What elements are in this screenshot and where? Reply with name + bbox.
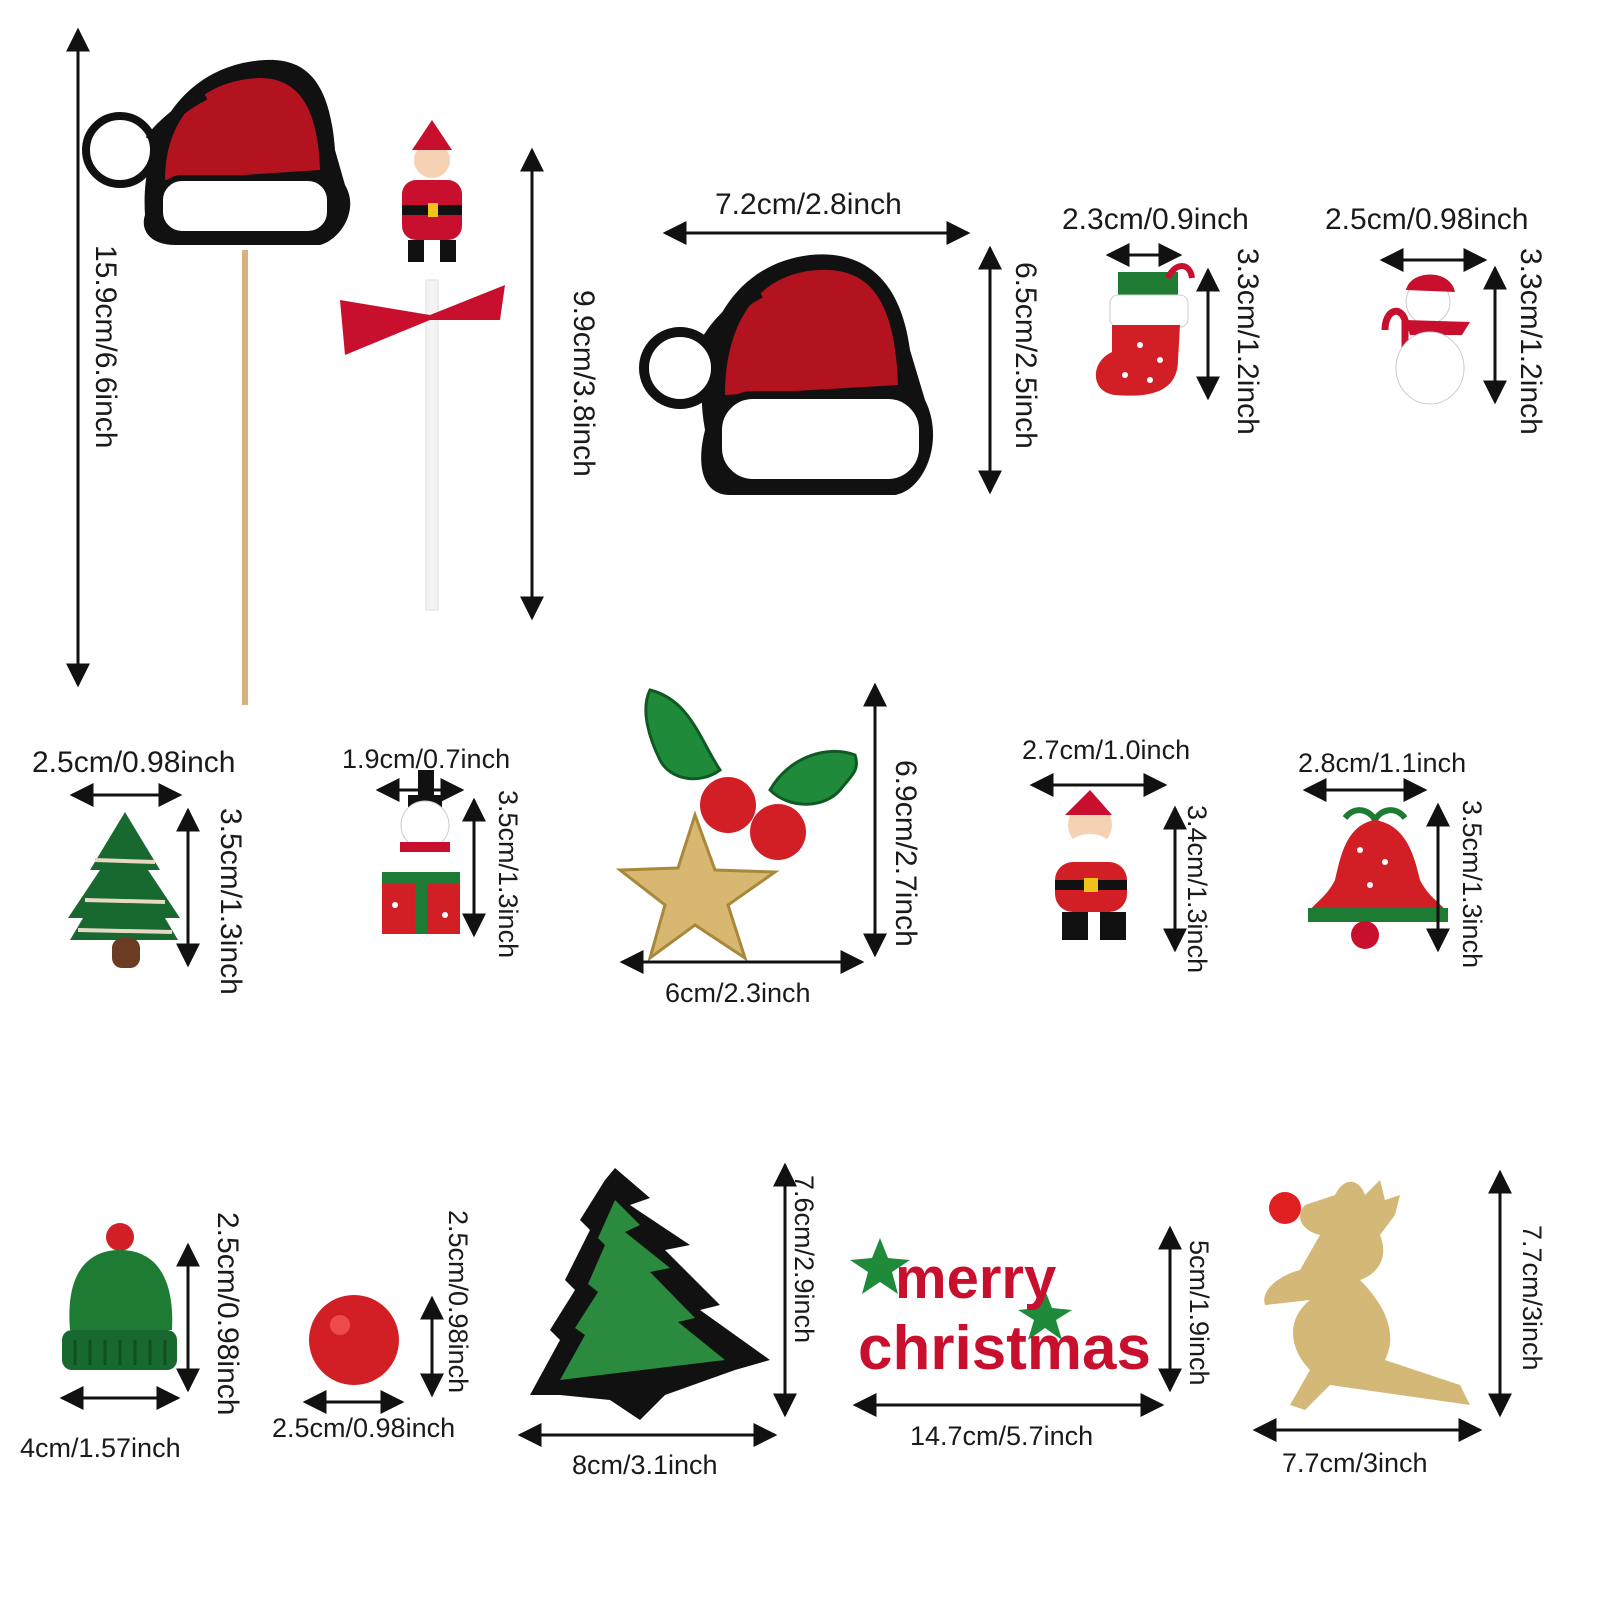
holly-star-width-label: 6cm/2.3inch: [665, 978, 811, 1008]
pompom-height-label: 2.5cm/0.98inch: [443, 1210, 473, 1394]
christmas-word: christmas: [858, 1314, 1151, 1383]
bell-charm: [1308, 807, 1448, 949]
merry-christmas-topper: [850, 1238, 1072, 1340]
merry-word: merry: [895, 1246, 1057, 1311]
tree-charm-height-label: 3.5cm/1.3inch: [214, 808, 247, 995]
santa-hat-pick: [82, 59, 351, 705]
tree-charm-width-label: 2.5cm/0.98inch: [32, 746, 236, 779]
dimension-arrows: [59, 27, 1512, 1447]
knit-hat-height-label: 2.5cm/0.98inch: [211, 1212, 244, 1416]
santa-charm-height-label: 3.4cm/1.3inch: [1182, 805, 1212, 974]
snowman-cane-charm: [1381, 274, 1470, 405]
reindeer-width-label: 7.7cm/3inch: [1282, 1448, 1428, 1478]
glitter-tree-topper: [530, 1168, 770, 1420]
pompom: [309, 1295, 399, 1385]
snowman-gift-height-label: 3.5cm/1.3inch: [493, 790, 523, 959]
hat-topper-width-label: 7.2cm/2.8inch: [715, 188, 902, 221]
pompom-width-label: 2.5cm/0.98inch: [272, 1413, 456, 1443]
bell-height-label: 3.5cm/1.3inch: [1457, 800, 1487, 969]
santa-hat-topper: [639, 254, 934, 495]
snowman-gift-charm: [382, 770, 460, 934]
santa-stick-pick: [340, 120, 505, 611]
holly-star-height-label: 6.9cm/2.7inch: [889, 760, 922, 947]
santa-charm: [1055, 790, 1127, 940]
stocking-width-label: 2.3cm/0.9inch: [1062, 203, 1249, 236]
merry-christmas-height-label: 5cm/1.9inch: [1184, 1240, 1214, 1386]
christmas-tree-charm: [68, 812, 180, 968]
santa-charm-width-label: 2.7cm/1.0inch: [1022, 735, 1191, 765]
knit-hat-width-label: 4cm/1.57inch: [20, 1433, 181, 1463]
stocking-height-label: 3.3cm/1.2inch: [1231, 248, 1264, 435]
hat-pick-height-label: 15.9cm/6.6inch: [89, 245, 122, 449]
snowman-cane-width-label: 2.5cm/0.98inch: [1325, 203, 1529, 236]
bell-width-label: 2.8cm/1.1inch: [1298, 748, 1467, 778]
snowman-gift-width-label: 1.9cm/0.7inch: [342, 744, 511, 774]
santa-pick-height-label: 9.9cm/3.8inch: [567, 290, 600, 477]
merry-christmas-width-label: 14.7cm/5.7inch: [910, 1421, 1094, 1451]
snowman-cane-height-label: 3.3cm/1.2inch: [1514, 248, 1547, 435]
glitter-tree-width-label: 8cm/3.1inch: [572, 1450, 718, 1480]
reindeer-height-label: 7.7cm/3inch: [1517, 1225, 1547, 1371]
glitter-tree-height-label: 7.6cm/2.9inch: [789, 1175, 819, 1344]
hat-topper-height-label: 6.5cm/2.5inch: [1009, 262, 1042, 449]
knit-hat-charm: [62, 1223, 177, 1370]
stocking-charm: [1095, 263, 1195, 396]
holly-star-patch: [615, 688, 858, 962]
reindeer-topper: [1264, 1180, 1470, 1410]
